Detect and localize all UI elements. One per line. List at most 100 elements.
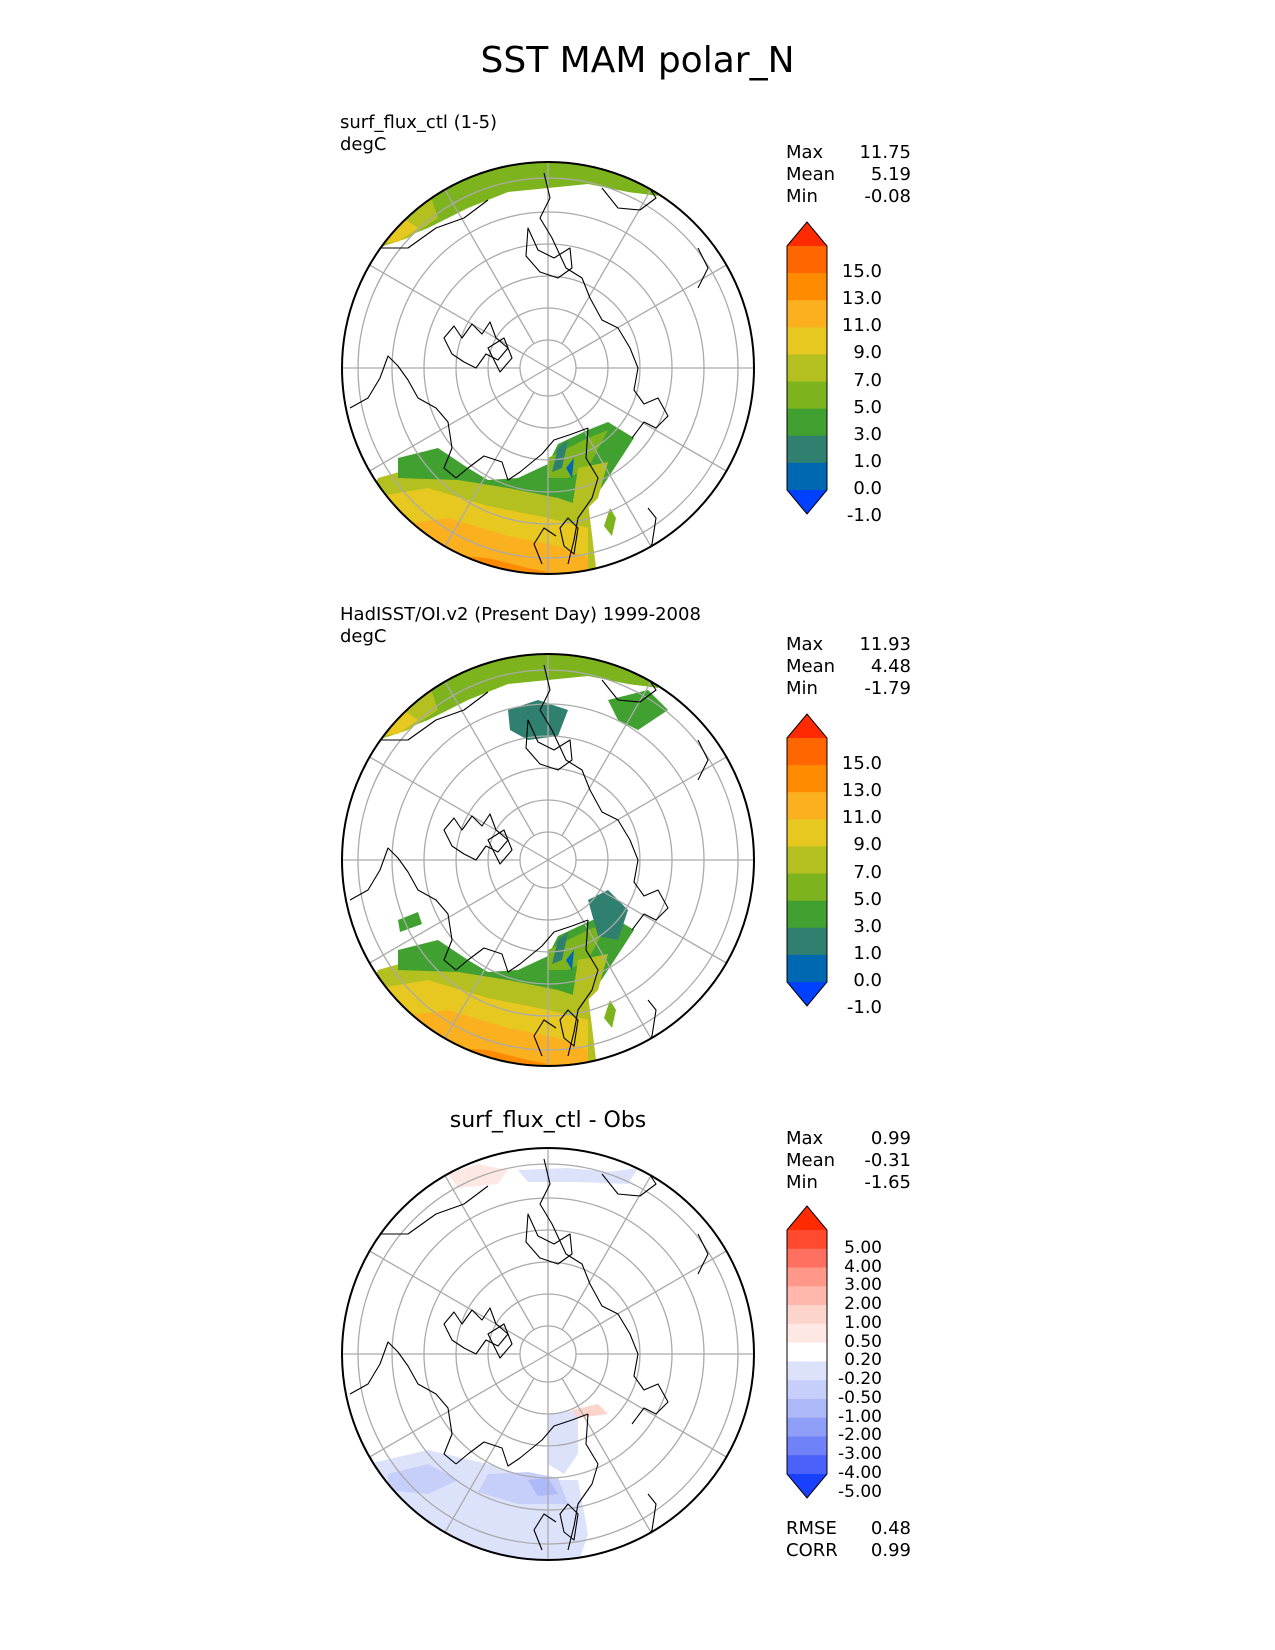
colorbar-tick-label: 1.0 <box>853 450 882 472</box>
colorbar-segment <box>787 738 827 766</box>
colorbar-tick-label: 5.00 <box>844 1237 882 1258</box>
stat-value: 0.99 <box>870 1128 911 1149</box>
diff-band <box>448 1164 508 1188</box>
colorbar-extend-max <box>787 1206 827 1230</box>
colorbar-tick-label: 4.00 <box>844 1256 882 1277</box>
sst-band <box>552 440 568 472</box>
colorbar-tick-label: 0.0 <box>853 478 882 499</box>
sst-band <box>398 422 634 508</box>
colorbar-outline <box>786 221 828 515</box>
colorbar-segment <box>787 1398 827 1419</box>
coastlines <box>349 172 709 567</box>
colorbar-segment <box>787 1417 827 1437</box>
panel1-polar-map <box>341 161 755 575</box>
figure-title: SST MAM polar_N <box>480 40 795 81</box>
colorbar-segment <box>787 846 827 875</box>
colorbar-tick-label: 11.0 <box>841 807 882 829</box>
panel2-title: HadISST/OI.v2 (Present Day) 1999-2008 <box>340 604 701 625</box>
stat-label: Min <box>786 678 818 699</box>
colorbar-tick-label: 0.0 <box>853 970 882 991</box>
sst-band <box>588 890 628 940</box>
colorbar-segment <box>787 300 827 328</box>
colorbar-segment <box>787 954 827 983</box>
colorbar-segments <box>787 222 827 514</box>
sst-band <box>398 914 634 1000</box>
sst-band <box>398 912 422 932</box>
sst-band <box>566 950 574 970</box>
sst-band <box>548 430 608 478</box>
stat-value: 5.19 <box>870 164 911 185</box>
colorbar-segment <box>787 819 827 847</box>
map-boundary <box>341 1147 755 1561</box>
metric-value: 0.99 <box>870 1540 911 1561</box>
colorbar-tick-label: 13.0 <box>841 288 882 310</box>
colorbar-tick-label: 7.0 <box>853 861 882 883</box>
colorbar-segment <box>787 1342 827 1362</box>
colorbar-segment <box>787 1380 827 1400</box>
sst-band <box>604 1000 616 1028</box>
colorbar-tick-label: 0.20 <box>844 1350 882 1371</box>
colorbar-segment <box>787 1455 827 1475</box>
stat-value: 4.48 <box>870 656 911 677</box>
stat-label: Min <box>786 186 818 207</box>
colorbar-segment <box>787 900 827 929</box>
map-boundary <box>341 161 755 575</box>
colorbar-extend-max <box>787 222 827 246</box>
diff-band <box>572 1404 608 1418</box>
colorbar-tick-label: -3.00 <box>838 1444 882 1465</box>
colorbar-tick-label: -0.20 <box>838 1369 882 1390</box>
sst-field <box>348 1164 638 1560</box>
colorbar-tick-label: -1.0 <box>846 505 882 527</box>
colorbar-tick-label: 0.50 <box>844 1331 882 1352</box>
panel2-colorbar <box>786 713 828 1007</box>
metric-label: CORR <box>786 1540 838 1561</box>
colorbar-extend-min <box>787 490 827 514</box>
stat-label: Max <box>786 1128 824 1149</box>
panel3-title: surf_flux_ctl - Obs <box>449 1108 647 1133</box>
panel3-stats: Max 0.99 Mean -0.31 Min -1.65 <box>786 1128 911 1194</box>
colorbar-outline <box>786 1205 828 1499</box>
colorbar-tick-label: -0.50 <box>838 1387 882 1408</box>
colorbar-segment <box>787 792 827 820</box>
sst-band <box>358 980 388 1030</box>
colorbar-extend-min <box>787 1474 827 1498</box>
sst-band <box>608 690 668 730</box>
colorbar-segment <box>787 1286 827 1306</box>
sst-band <box>348 208 418 244</box>
colorbar-segment <box>787 273 827 301</box>
colorbar-tick-label: 1.00 <box>844 1312 882 1333</box>
colorbar-segment <box>787 462 827 491</box>
coastlines <box>349 1158 709 1553</box>
sst-band <box>548 922 608 970</box>
sst-band <box>368 188 438 248</box>
stat-label: Max <box>786 142 824 163</box>
colorbar-segment <box>787 1230 827 1250</box>
colorbar-tick-label: -1.0 <box>846 997 882 1019</box>
colorbar-tick-label: -1.00 <box>838 1406 882 1427</box>
metric-value: 0.48 <box>870 1518 911 1539</box>
colorbar-tick-label: 9.0 <box>853 834 882 856</box>
stat-value: -0.08 <box>864 186 911 207</box>
panel2-units: degC <box>340 626 387 647</box>
colorbar-segment <box>787 1323 827 1344</box>
colorbar-tick-label: 3.0 <box>853 423 882 445</box>
colorbar-extend-min <box>787 982 827 1006</box>
stat-value: 11.75 <box>859 142 911 163</box>
colorbar-segment <box>787 873 827 902</box>
panel3-polar-map <box>341 1147 755 1561</box>
colorbar-tick-label: -4.00 <box>838 1463 882 1483</box>
colorbar-tick-label: 9.0 <box>853 342 882 364</box>
stat-value: 11.93 <box>859 634 911 655</box>
colorbar-segment <box>787 246 827 274</box>
colorbar-tick-label: 15.0 <box>841 261 882 283</box>
panel1-stats: Max 11.75 Mean 5.19 Min -0.08 <box>786 142 911 208</box>
panel1-units: degC <box>340 134 387 155</box>
sst-band <box>508 700 568 740</box>
colorbar-segment <box>787 1267 827 1287</box>
colorbar-tick-label: 2.00 <box>844 1294 882 1315</box>
panel2-polar-map <box>341 653 755 1067</box>
panel1-title: surf_flux_ctl (1-5) <box>340 112 498 133</box>
sst-band <box>348 700 418 736</box>
colorbar-tick-label: 13.0 <box>841 780 882 802</box>
diff-band <box>518 1168 638 1184</box>
